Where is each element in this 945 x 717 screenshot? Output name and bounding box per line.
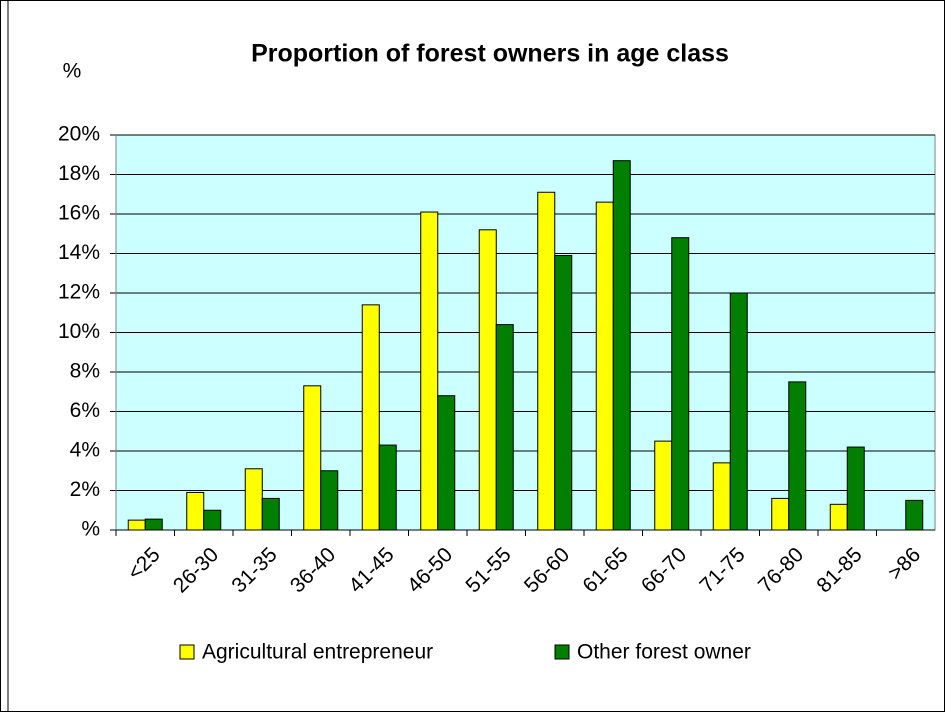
bar [771,497,790,531]
bar [361,304,380,531]
y-tick-label: 20% [58,123,100,146]
bar [729,292,748,531]
bar [495,324,514,531]
bar [712,462,731,531]
legend-label: Agricultural entrepreneur [202,641,433,664]
bar [303,385,322,531]
legend-label: Other forest owner [577,641,751,664]
chart-title: Proportion of forest owners in age class [251,40,729,68]
y-tick-label: 14% [58,241,100,264]
y-tick-label: 6% [70,399,100,422]
y-tick-label: % [81,518,100,541]
bar [829,503,848,531]
bar [595,201,614,531]
y-tick-label: 4% [70,439,100,462]
bar [437,395,456,531]
y-tick-label: 18% [58,162,100,185]
y-tick-label: 2% [70,478,100,501]
bar [203,509,222,531]
bar [127,519,146,531]
bar [788,381,807,531]
bar [320,470,339,531]
bar [554,254,573,531]
bar [186,491,205,531]
y-axis-label: % [63,60,82,83]
y-tick-label: 10% [58,320,100,343]
y-tick-label: 16% [58,202,100,225]
bar [420,211,439,531]
y-tick-label: 8% [70,360,100,383]
bar [846,446,865,531]
bar [378,444,397,531]
bar [244,468,263,531]
bar [654,440,673,531]
bar [478,229,497,531]
bar [537,191,556,531]
y-tick-label: 12% [58,281,100,304]
legend-swatch [554,644,570,660]
legend-swatch [179,644,195,660]
bar [261,497,280,531]
bar [612,160,631,531]
bar [144,518,163,531]
bar [671,237,690,531]
bar [905,499,924,531]
